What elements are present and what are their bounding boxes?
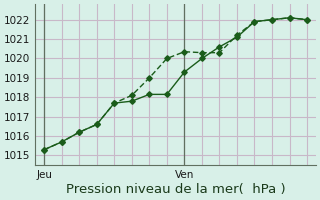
X-axis label: Pression niveau de la mer(  hPa ): Pression niveau de la mer( hPa ) <box>66 183 285 196</box>
